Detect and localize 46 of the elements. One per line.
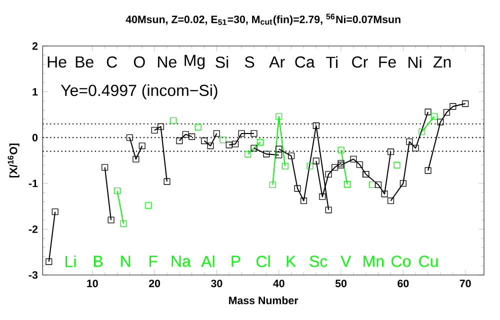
x-tick-label: 10 bbox=[87, 280, 98, 288]
annotation: Cl bbox=[256, 255, 270, 268]
x-tick-label: 40 bbox=[273, 280, 284, 288]
y-tick-label: -1 bbox=[28, 180, 38, 188]
annotation: Sc bbox=[310, 256, 328, 267]
x-tick-label: 50 bbox=[335, 280, 347, 288]
y-axis-title: [X/$^{16}$O] bbox=[8, 144, 20, 178]
annotation: Be bbox=[76, 56, 94, 68]
annotation: Ti bbox=[326, 56, 338, 68]
annotation: V bbox=[340, 256, 352, 267]
y-tick-label: 2 bbox=[32, 42, 38, 50]
annotation: B bbox=[94, 256, 103, 267]
annotation: Cr bbox=[352, 56, 368, 68]
annotation: O bbox=[134, 56, 145, 68]
annotation: Ca bbox=[295, 56, 315, 68]
annotation: Ni bbox=[408, 56, 422, 68]
x-tick-label: 30 bbox=[211, 280, 222, 288]
annotation: S bbox=[244, 56, 254, 68]
annotation: Si bbox=[216, 56, 228, 68]
annotation: Ar bbox=[269, 56, 285, 68]
x-tick-label: 60 bbox=[398, 280, 409, 288]
y-tick-label: 0 bbox=[32, 134, 38, 142]
annotation: K bbox=[286, 256, 296, 267]
x-axis-title: Mass Number bbox=[229, 296, 298, 304]
y-tick-label: -2 bbox=[28, 225, 38, 233]
x-tick-label: 70 bbox=[460, 280, 471, 288]
y-tick-label: -3 bbox=[28, 271, 38, 279]
annotation: N bbox=[121, 256, 130, 267]
annotation: Na bbox=[172, 256, 191, 267]
annotation: Fe bbox=[379, 56, 396, 68]
x-tick-label: 20 bbox=[149, 280, 160, 288]
annotation: Li bbox=[66, 255, 76, 268]
y-tick-label: 1 bbox=[32, 88, 38, 96]
chart-title: 40Msun, Z=0.02, E$_{51}$=30, M$_{cut}$(fin)=2.79, $^{56}$Ni=0.07Msun bbox=[126, 14, 400, 26]
annotation: P bbox=[232, 256, 240, 267]
annotation: Mg bbox=[184, 54, 205, 70]
annotation: Zn bbox=[433, 56, 451, 68]
annotation: F bbox=[150, 256, 158, 267]
annotation: Ye=0.4997 (incom−Si) bbox=[60, 84, 218, 100]
annotation: Ne bbox=[158, 56, 176, 68]
annotation: Al bbox=[201, 255, 214, 268]
annotation: He bbox=[48, 56, 66, 68]
annotation: Mn bbox=[364, 256, 384, 267]
annotation: C bbox=[106, 56, 118, 68]
annotation: Co bbox=[392, 256, 410, 267]
annotation: Cu bbox=[419, 256, 438, 267]
